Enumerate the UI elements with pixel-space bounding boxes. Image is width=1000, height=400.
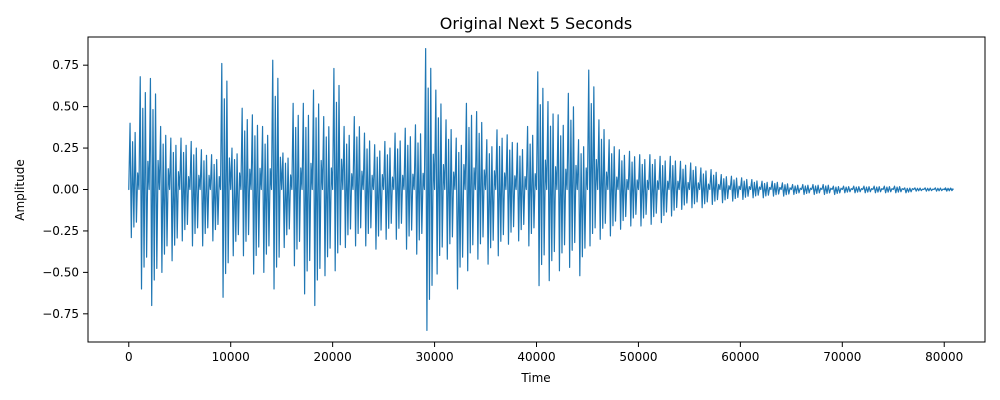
x-tick-label: 60000 (721, 350, 759, 364)
y-tick-label: −0.25 (42, 224, 79, 238)
y-tick-label: −0.50 (42, 265, 79, 279)
y-tick-label: 0.75 (52, 58, 79, 72)
x-tick-label: 30000 (415, 350, 453, 364)
y-axis-label: Amplitude (13, 159, 27, 221)
series-group (128, 48, 954, 331)
x-tick-label: 50000 (619, 350, 657, 364)
x-axis-label: Time (520, 371, 550, 385)
y-tick-label: −0.75 (42, 307, 79, 321)
x-tick-label: 10000 (212, 350, 250, 364)
waveform-series-line (128, 48, 954, 331)
x-axis-ticks-group: 0 10000 20000 30000 40000 50000 60000 70000 8000… (125, 342, 963, 364)
y-tick-label: 0.25 (52, 141, 79, 155)
x-tick-label: 80000 (925, 350, 963, 364)
x-tick-label: 20000 (314, 350, 352, 364)
plot-frame (87, 36, 986, 343)
x-tick-label: 0 (125, 350, 133, 364)
x-tick-label: 70000 (823, 350, 861, 364)
chart-title: Original Next 5 Seconds (440, 14, 633, 33)
y-tick-label: 0.00 (52, 183, 79, 197)
x-tick-label: 40000 (517, 350, 555, 364)
y-axis-ticks-group: −0.75 −0.50 −0.25 0.00 0.25 0.50 0.75 (42, 58, 88, 321)
y-tick-label: 0.50 (52, 100, 79, 114)
